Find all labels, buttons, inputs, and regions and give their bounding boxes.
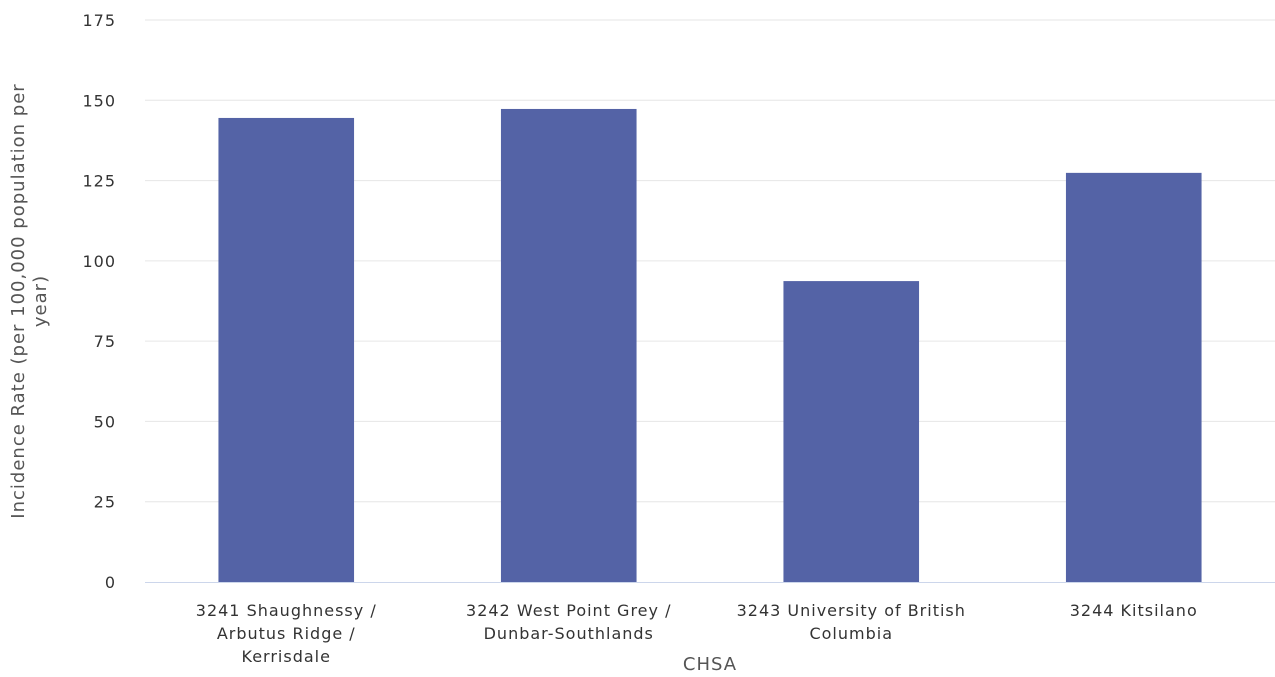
x-tick-label-line: 3242 West Point Grey /	[466, 601, 671, 620]
x-tick-label: 3242 West Point Grey / Dunbar-Southlands	[466, 601, 671, 643]
bar[interactable]	[218, 117, 355, 582]
y-tick-label: 50	[94, 412, 116, 431]
y-tick-label: 75	[94, 332, 116, 351]
x-tick-label-line: Kerrisdale	[242, 647, 331, 666]
x-tick-label-line: Arbutus Ridge /	[217, 624, 356, 643]
y-tick-label: 175	[82, 11, 116, 30]
y-axis-title-line: year)	[30, 275, 51, 327]
x-tick-label: 3243 University of British Columbia	[737, 601, 966, 643]
bars	[218, 108, 1202, 582]
x-tick-label-line: 3241 Shaughnessy /	[196, 601, 377, 620]
y-axis-title: Incidence Rate (per 100,000 population p…	[8, 83, 51, 518]
bar[interactable]	[783, 281, 920, 582]
x-tick-label-line: Columbia	[809, 624, 893, 643]
y-tick-label: 100	[82, 252, 116, 271]
y-axis-title-text: Incidence Rate (per 100,000 population p…	[8, 83, 51, 518]
x-axis-categories: 3241 Shaughnessy / Arbutus Ridge / Kerrisd…	[196, 601, 1198, 666]
x-tick-label-line: 3244 Kitsilano	[1070, 601, 1198, 620]
y-tick-label: 125	[82, 172, 116, 191]
x-tick-label-line: 3243 University of British	[737, 601, 966, 620]
x-axis-title: CHSA	[683, 654, 737, 675]
y-axis-ticks: 0 25 50 75 100 125 150 175	[82, 11, 116, 592]
bar[interactable]	[1065, 172, 1202, 582]
x-tick-label-line: Dunbar-Southlands	[484, 624, 654, 643]
y-tick-label: 0	[105, 573, 116, 592]
y-tick-label: 25	[94, 493, 116, 512]
x-tick-label: 3244 Kitsilano	[1070, 601, 1198, 620]
y-tick-label: 150	[82, 91, 116, 110]
y-axis-title-line: Incidence Rate (per 100,000 population p…	[8, 83, 29, 518]
bar[interactable]	[500, 108, 637, 582]
x-tick-label: 3241 Shaughnessy / Arbutus Ridge / Kerrisd…	[196, 601, 377, 666]
